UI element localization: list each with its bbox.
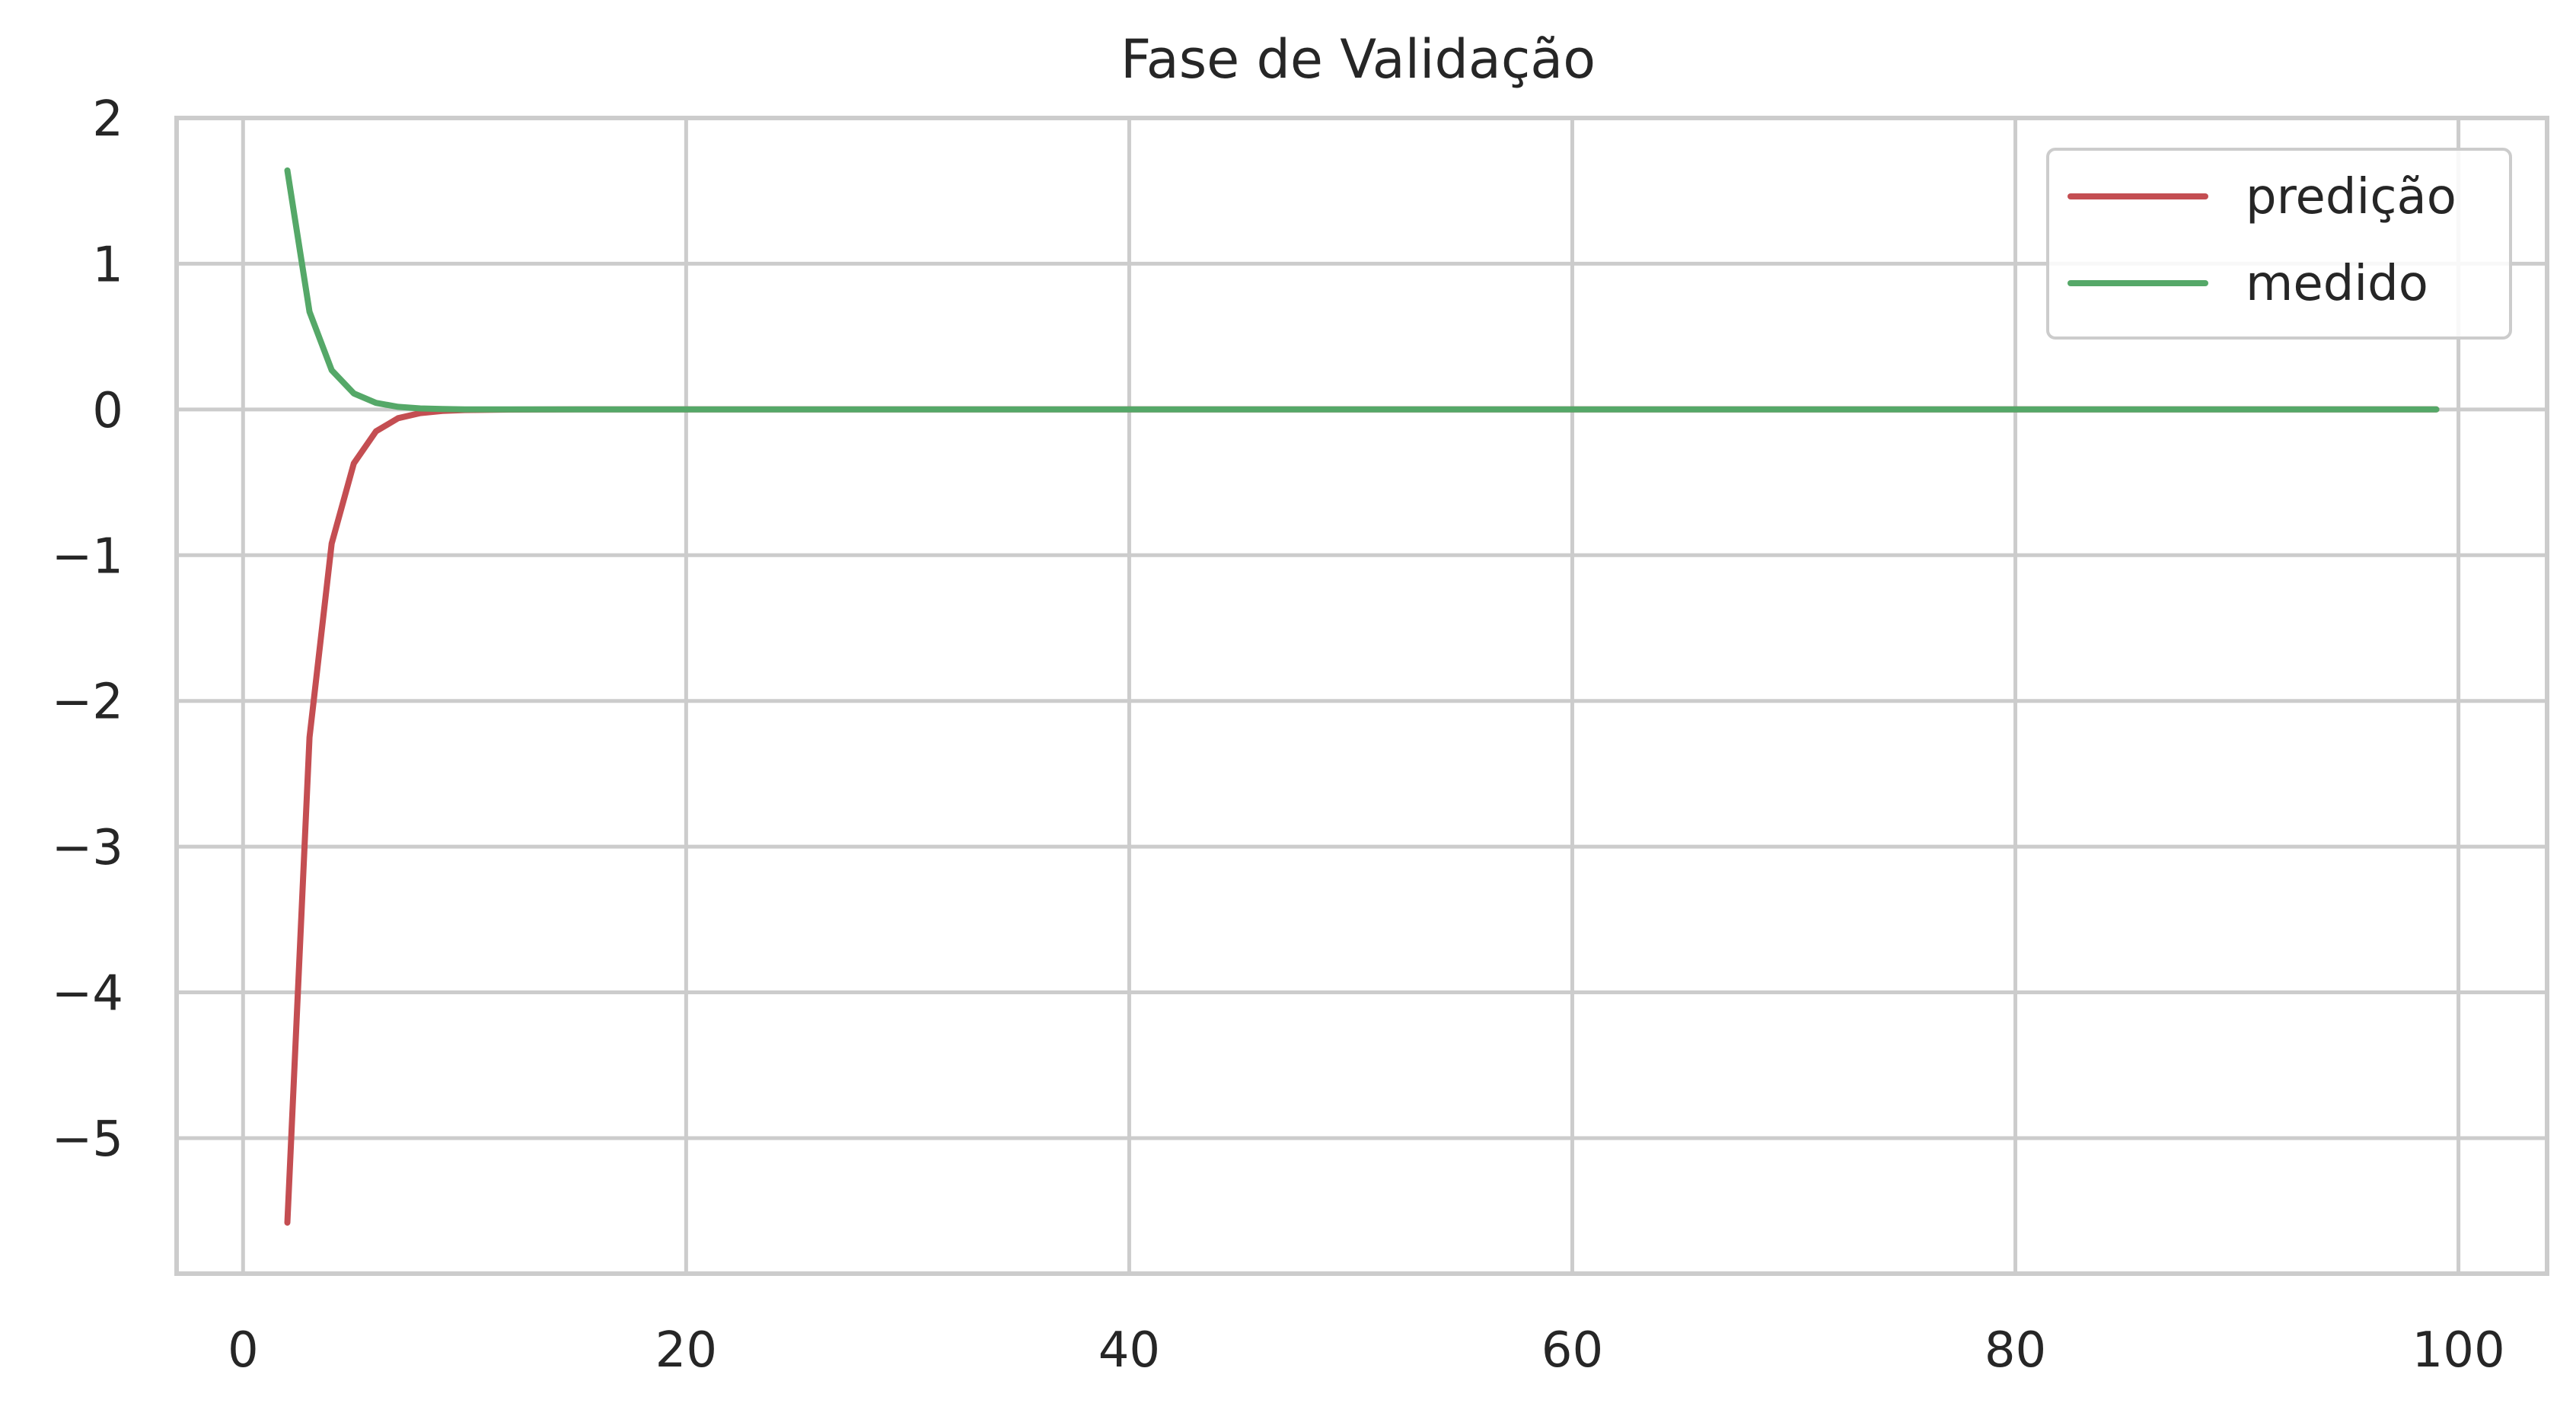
y-tick-label: −5 (52, 1111, 123, 1168)
y-tick-label: −2 (52, 675, 123, 731)
y-tick-label: −4 (52, 966, 123, 1022)
y-tick-label: 2 (92, 91, 123, 148)
y-tick-label: 1 (92, 237, 123, 293)
plot-frame (174, 116, 2549, 1276)
legend-label-predicao: predição (2246, 169, 2456, 225)
x-tick-label: 80 (1985, 1322, 2046, 1379)
y-tick-label: −3 (52, 820, 123, 876)
x-tick-label: 100 (2412, 1322, 2505, 1379)
y-tick-label: 0 (92, 383, 123, 439)
x-tick-label: 0 (228, 1322, 259, 1379)
legend: predição medido (2046, 148, 2512, 340)
x-tick-label: 20 (655, 1322, 717, 1379)
x-tick-label: 40 (1098, 1322, 1160, 1379)
series-lines (284, 167, 2440, 1226)
chart-title: Fase de Validação (1121, 28, 1596, 91)
tick-labels: 0 20 40 60 80 100 2 1 0 −1 −2 −3 −4 −5 (52, 91, 2505, 1379)
x-tick-label: 60 (1541, 1322, 1603, 1379)
y-tick-label: −1 (52, 528, 123, 585)
series-line-medido (284, 167, 2440, 413)
legend-label-medido: medido (2246, 256, 2428, 312)
